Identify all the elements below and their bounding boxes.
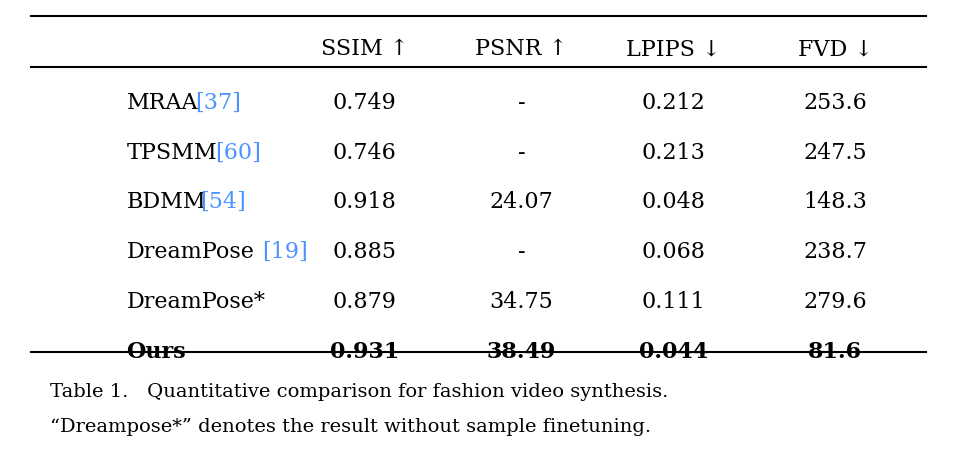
Text: 0.213: 0.213 <box>641 142 705 163</box>
Text: 34.75: 34.75 <box>489 291 553 313</box>
Text: 38.49: 38.49 <box>486 341 556 363</box>
Text: PSNR ↑: PSNR ↑ <box>476 38 568 60</box>
Text: 0.212: 0.212 <box>642 92 705 114</box>
Text: 0.111: 0.111 <box>642 291 705 313</box>
Text: 253.6: 253.6 <box>804 92 867 114</box>
Text: SSIM ↑: SSIM ↑ <box>321 38 408 60</box>
Text: 0.068: 0.068 <box>641 241 705 263</box>
Text: MRAA: MRAA <box>126 92 198 114</box>
Text: [60]: [60] <box>215 142 261 163</box>
Text: 0.885: 0.885 <box>332 241 396 263</box>
Text: 148.3: 148.3 <box>803 191 867 213</box>
Text: -: - <box>518 142 525 163</box>
Text: 24.07: 24.07 <box>489 191 553 213</box>
Text: FVD ↓: FVD ↓ <box>798 38 873 60</box>
Text: -: - <box>518 92 525 114</box>
Text: 0.048: 0.048 <box>641 191 705 213</box>
Text: DreamPose: DreamPose <box>126 241 255 263</box>
Text: [19]: [19] <box>262 241 308 263</box>
Text: 0.918: 0.918 <box>332 191 396 213</box>
Text: 247.5: 247.5 <box>804 142 867 163</box>
Text: [54]: [54] <box>200 191 246 213</box>
Text: 0.879: 0.879 <box>332 291 396 313</box>
Text: “Dreampose*” denotes the result without sample finetuning.: “Dreampose*” denotes the result without … <box>51 418 652 436</box>
Text: -: - <box>518 241 525 263</box>
Text: [37]: [37] <box>195 92 241 114</box>
Text: BDMM: BDMM <box>126 191 206 213</box>
Text: 279.6: 279.6 <box>804 291 867 313</box>
Text: 0.044: 0.044 <box>639 341 708 363</box>
Text: 0.931: 0.931 <box>329 341 399 363</box>
Text: 238.7: 238.7 <box>803 241 867 263</box>
Text: DreamPose*: DreamPose* <box>126 291 265 313</box>
Text: TPSMM: TPSMM <box>126 142 217 163</box>
Text: Ours: Ours <box>126 341 186 363</box>
Text: 0.746: 0.746 <box>332 142 396 163</box>
Text: LPIPS ↓: LPIPS ↓ <box>626 38 721 60</box>
Text: 0.749: 0.749 <box>332 92 396 114</box>
Text: 81.6: 81.6 <box>809 341 862 363</box>
Text: Table 1.   Quantitative comparison for fashion video synthesis.: Table 1. Quantitative comparison for fas… <box>51 382 669 400</box>
